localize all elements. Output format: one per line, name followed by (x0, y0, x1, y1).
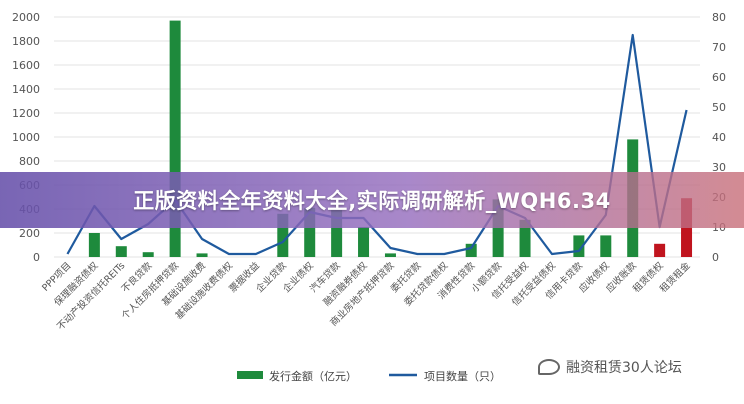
y-left-tick-label: 1600 (12, 59, 40, 72)
legend-bar-swatch (237, 371, 263, 379)
bar (331, 210, 343, 257)
chat-bubble-icon (538, 359, 560, 375)
y-right-tick-label: 80 (712, 11, 726, 24)
bar (519, 219, 531, 257)
y-left-tick-label: 1000 (12, 131, 40, 144)
bar (465, 243, 477, 257)
watermark: 融资租赁30人论坛 (538, 357, 682, 377)
y-left-tick-label: 800 (19, 155, 40, 168)
bar (196, 253, 208, 257)
bar (573, 235, 585, 257)
y-right-tick-label: 70 (712, 41, 726, 54)
x-tick-label: 租赁租金 (657, 259, 693, 295)
bar (115, 246, 127, 257)
y-right-tick-label: 0 (712, 251, 719, 264)
y-left-tick-label: 1400 (12, 83, 40, 96)
bar (654, 243, 666, 257)
bar (169, 20, 181, 257)
bar (492, 199, 504, 257)
bar (88, 233, 100, 257)
bar (304, 207, 316, 257)
y-right-tick-label: 40 (712, 131, 726, 144)
y-right-tick-label: 50 (712, 101, 726, 114)
legend-line-label: 项目数量（只） (424, 370, 501, 383)
y-right-tick-label: 30 (712, 161, 726, 174)
y-right-tick-label: 60 (712, 71, 726, 84)
overlay-banner: 正版资料全年资料大全,实际调研解析_WQH6.34 (0, 172, 744, 228)
legend-bar-label: 发行金额（亿元） (269, 369, 357, 383)
y-left-tick-label: 0 (33, 251, 40, 264)
watermark-label: 融资租赁30人论坛 (566, 360, 682, 376)
bar (358, 227, 370, 257)
y-left-tick-label: 2000 (12, 11, 40, 24)
y-left-tick-label: 200 (19, 227, 40, 240)
banner-title: 正版资料全年资料大全,实际调研解析_WQH6.34 (133, 189, 611, 213)
y-left-tick-label: 1200 (12, 107, 40, 120)
bar (142, 252, 154, 257)
bar (600, 235, 612, 257)
bar (277, 213, 289, 257)
bar (384, 253, 396, 257)
y-left-tick-label: 1800 (12, 35, 40, 48)
